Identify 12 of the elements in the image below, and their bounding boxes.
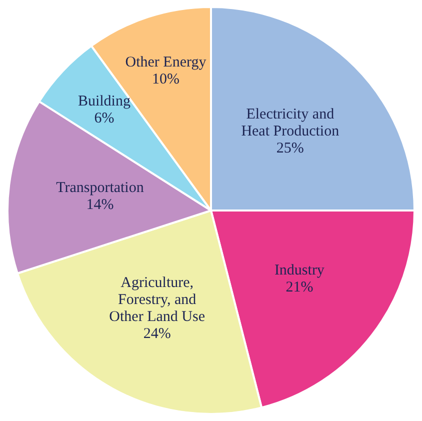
data-label: 6% xyxy=(94,110,114,127)
slice-label: Industry xyxy=(274,262,325,279)
data-label: 14% xyxy=(86,196,114,213)
slice-label: Other Energy xyxy=(125,54,207,71)
slice-label: Building xyxy=(78,94,131,110)
slice-label: Agriculture, Forestry, and Other Land Use xyxy=(109,275,206,326)
data-label: 10% xyxy=(152,72,180,88)
slice-label: Electricity and Heat Production xyxy=(241,106,340,140)
data-label: 21% xyxy=(286,280,314,296)
slice-label: Transportation xyxy=(56,180,144,196)
data-label: 24% xyxy=(143,326,171,342)
data-label: 25% xyxy=(276,140,304,156)
